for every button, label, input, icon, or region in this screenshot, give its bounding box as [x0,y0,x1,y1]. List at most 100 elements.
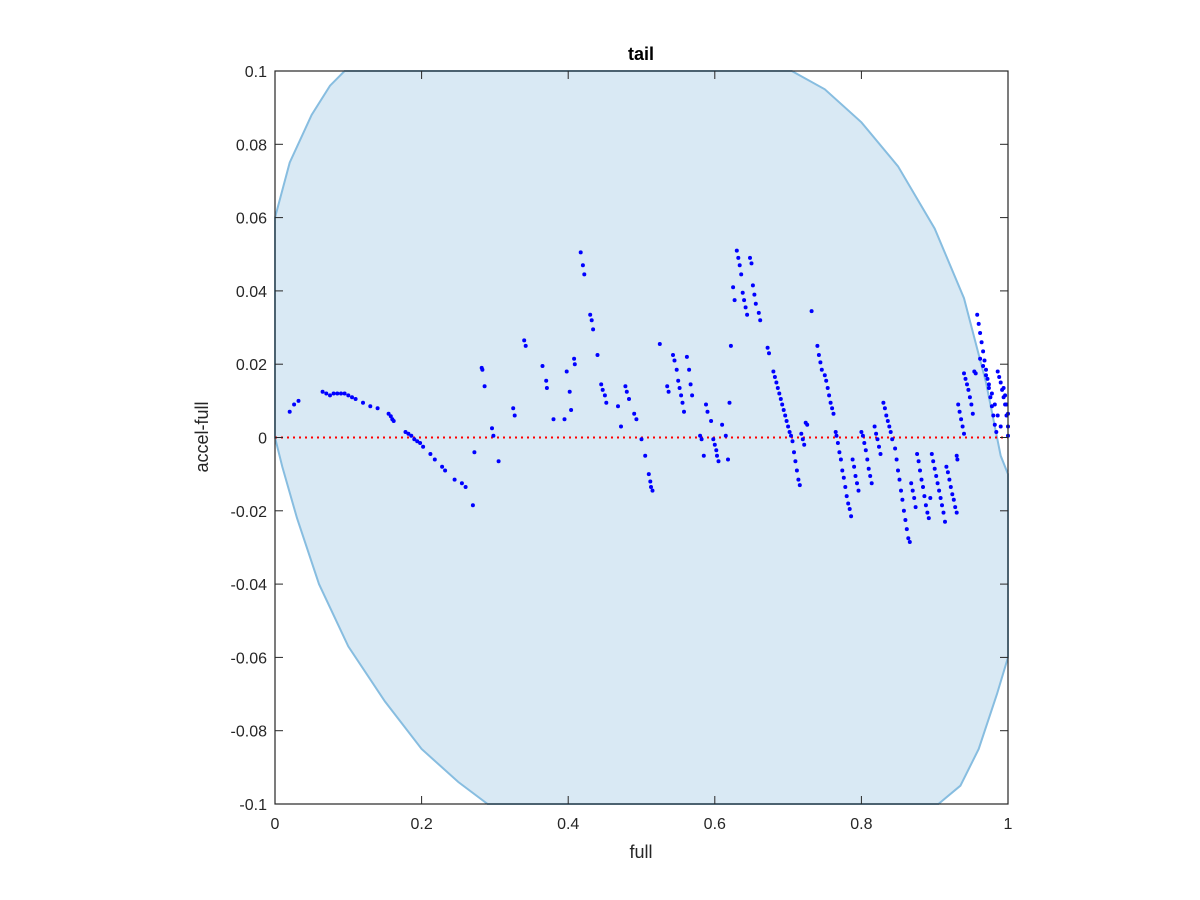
data-point [679,393,684,398]
y-tick-label: 0.1 [245,64,267,81]
data-point [819,367,824,372]
data-point [797,483,802,488]
data-point [616,404,620,409]
data-point [909,481,914,486]
data-point [522,338,527,343]
data-point [712,442,717,447]
data-point [361,400,365,405]
data-point [792,450,796,455]
data-point [739,272,744,277]
data-point [919,477,924,482]
data-point [412,437,417,442]
data-point [767,351,771,356]
data-point [711,437,716,442]
data-point [944,464,949,469]
data-point [432,457,437,462]
data-point [901,508,906,513]
data-point [676,378,681,383]
data-point [544,378,549,383]
data-point [981,364,986,368]
data-point [954,510,959,515]
data-point [714,448,719,453]
data-point [981,349,986,354]
data-point [750,283,755,288]
data-point [705,409,710,414]
data-point [912,496,917,500]
data-point [743,305,748,310]
data-point [572,356,577,361]
data-point [856,488,861,493]
data-point [859,430,864,434]
data-point [690,393,695,398]
data-point [921,485,925,489]
data-point [929,452,934,456]
data-point [643,453,648,458]
data-point [648,479,653,484]
data-point [963,376,968,381]
data-point [666,389,671,394]
data-point [624,389,629,394]
data-point [418,441,423,445]
data-point [1001,386,1006,390]
y-tick-label: 0 [258,431,267,448]
y-axis-label: accel-full [192,401,212,472]
data-point [292,402,297,407]
data-point [335,391,340,396]
data-point [799,431,804,436]
data-point [915,452,920,456]
data-point [480,367,485,372]
data-point [727,400,732,405]
y-tick-label: -0.04 [231,577,268,594]
x-axis-label: full [629,842,652,862]
data-point [932,466,937,471]
data-point [831,411,836,416]
data-point [740,290,745,295]
data-point [951,497,956,502]
data-point [716,459,721,464]
data-point [296,398,301,403]
data-point [893,446,898,451]
data-point [966,387,971,392]
data-point [965,382,969,387]
data-point [978,356,983,361]
data-point [482,384,487,389]
data-point [599,382,604,387]
data-point [926,516,931,521]
data-point [627,397,631,401]
data-point [957,409,962,414]
data-point [956,402,961,407]
data-point [986,386,991,390]
data-point [452,477,457,482]
data-point [985,376,990,381]
data-point [906,536,911,541]
data-point [878,452,883,456]
data-point [511,406,516,411]
data-point [732,298,737,303]
x-tick-label: 0.2 [410,816,432,833]
data-point [995,369,1000,374]
data-point [850,457,855,462]
data-point [935,481,940,486]
data-point [860,433,865,438]
data-point [923,503,928,508]
data-point [339,391,343,396]
data-point [967,395,972,400]
data-point [984,367,988,372]
data-point [824,378,829,383]
x-tick-label: 0.6 [704,816,726,833]
data-point [578,250,583,255]
data-point [796,477,801,482]
data-point [353,397,358,401]
data-point [491,433,496,438]
data-point [899,488,903,493]
data-point [680,400,685,405]
x-tick-label: 0 [271,816,280,833]
data-point [809,309,814,314]
data-point [602,393,607,398]
data-point [595,353,600,357]
data-point [835,441,840,445]
data-point [800,437,805,442]
data-point [918,468,922,473]
data-point [941,510,946,515]
data-point [752,292,757,297]
